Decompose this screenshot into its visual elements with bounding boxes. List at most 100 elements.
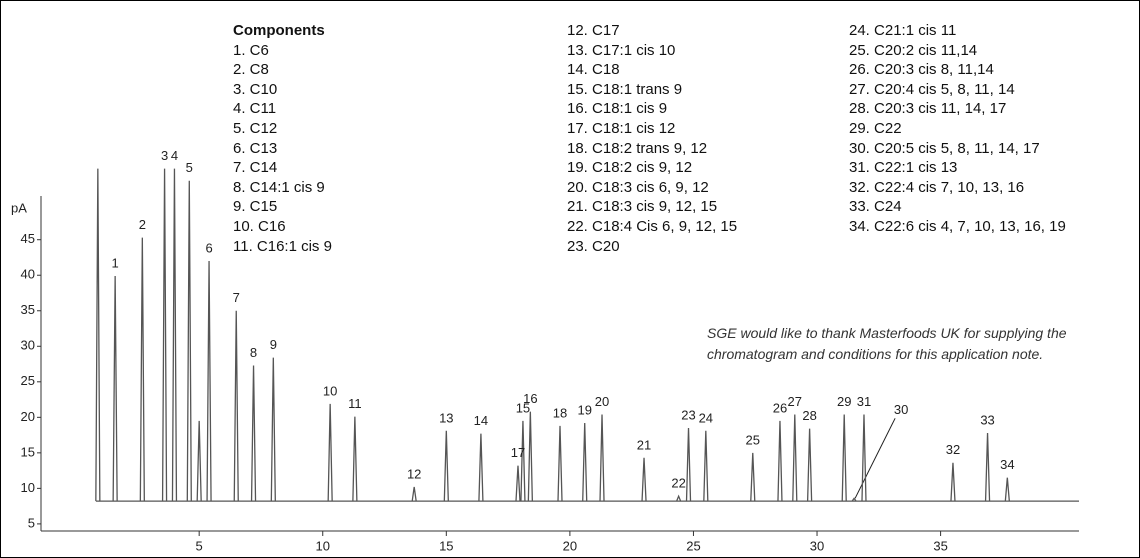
- peak-label: 12: [407, 466, 421, 481]
- component: 23. C20: [567, 237, 620, 255]
- peak: [443, 430, 449, 502]
- component: 32. C22:4 cis 7, 10, 13, 16: [849, 178, 1025, 196]
- peak-label: 19: [577, 402, 591, 417]
- component: 12. C17: [567, 22, 620, 39]
- component: 6. C13: [233, 139, 278, 157]
- peak: [139, 237, 145, 502]
- component: 15. C18:1 trans 9: [567, 80, 683, 98]
- peak: [792, 414, 798, 502]
- component: 22. C18:4 Cis 6, 9, 12, 15: [567, 217, 738, 235]
- y-tick-label: 5: [28, 515, 35, 530]
- peak-label: 14: [474, 413, 488, 428]
- component: 28. C20:3 cis 11, 14, 17: [849, 100, 1007, 118]
- peak-label: 4: [171, 148, 178, 163]
- component: 25. C20:2 cis 11,14: [849, 41, 978, 59]
- peak-label: 11: [348, 396, 362, 411]
- y-tick-label: 10: [21, 480, 35, 495]
- component: 26. C20:3 cis 8, 11,14: [849, 61, 994, 79]
- peak: [599, 414, 605, 502]
- peak-label: 30: [894, 402, 908, 417]
- peak: [411, 486, 417, 502]
- y-tick-label: 30: [21, 338, 35, 353]
- x-tick-label: 20: [563, 538, 577, 553]
- component: 31. C22:1 cis 13: [849, 159, 958, 177]
- component: 14. C18: [567, 61, 620, 79]
- x-tick-label: 5: [196, 538, 203, 553]
- peak: [161, 168, 168, 502]
- peak: [527, 411, 533, 502]
- component: 19. C18:2 cis 9, 12: [567, 159, 693, 177]
- leader-line: [854, 418, 896, 499]
- component: 21. C18:3 cis 9, 12, 15: [567, 198, 718, 216]
- peak: [1004, 477, 1010, 502]
- y-axis-label: pA: [11, 200, 27, 215]
- peak: [841, 414, 847, 502]
- component: 4. C11: [233, 100, 277, 118]
- peak: [196, 420, 202, 502]
- peak: [112, 275, 118, 502]
- peak-label: 9: [270, 337, 277, 352]
- peak-label: 33: [980, 412, 994, 427]
- component: 5. C12: [233, 119, 278, 137]
- components-column: Components 1. C6 2. C8 3. C10 4. C11 5. C12 6…: [233, 21, 332, 256]
- component: 30. C20:5 cis 5, 8, 11, 14, 17: [849, 139, 1040, 157]
- peak-label: 5: [186, 160, 193, 175]
- peak: [685, 427, 692, 502]
- peak-label: 7: [233, 290, 240, 305]
- component: 9. C15: [233, 198, 278, 216]
- peak-label: 31: [857, 394, 871, 409]
- peak: [478, 433, 484, 502]
- component: 16. C18:1 cis 9: [567, 100, 668, 118]
- component: 20. C18:3 cis 6, 9, 12: [567, 178, 709, 196]
- components-column: 24. C21:1 cis 11 25. C20:2 cis 11,14 26. C…: [849, 21, 1139, 237]
- peak: [327, 403, 333, 502]
- component: 7. C14: [233, 159, 278, 177]
- note: SGE would like to thank Masterfoods UK f…: [707, 325, 1067, 362]
- x-tick-label: 10: [316, 538, 330, 553]
- x-tick-label: 25: [686, 538, 700, 553]
- component: 11. C16:1 cis 9: [233, 237, 332, 255]
- peak-label: 20: [595, 394, 609, 409]
- component: 27. C20:4 cis 5, 8, 11, 14: [849, 80, 1015, 98]
- peak: [777, 420, 783, 502]
- component: 3. C10: [233, 80, 278, 98]
- peak-label: 8: [250, 345, 257, 360]
- peak: [950, 462, 956, 502]
- y-tick-label: 20: [21, 409, 35, 424]
- component: 29. C22: [849, 119, 902, 137]
- peak-label: 2: [139, 217, 146, 232]
- y-tick-label: 25: [21, 373, 35, 388]
- peak: [582, 422, 588, 502]
- x-tick-label: 35: [933, 538, 947, 553]
- peak-label: 1: [112, 255, 119, 270]
- peak-label: 10: [323, 383, 337, 398]
- peak: [250, 365, 257, 502]
- peak-label: 17: [511, 445, 525, 460]
- component: 1. C6: [233, 41, 269, 59]
- y-tick-label: 15: [21, 444, 35, 459]
- peak-label: 22: [671, 476, 685, 491]
- peak-label: 16: [523, 391, 537, 406]
- peak: [233, 310, 239, 502]
- peak-label: 25: [746, 432, 760, 447]
- peak-label: 32: [946, 442, 960, 457]
- peak-label: 6: [205, 240, 212, 255]
- peak-label: 34: [1000, 457, 1014, 472]
- peak-label: 15: [516, 400, 530, 415]
- peak: [171, 168, 178, 502]
- peak-label: 13: [439, 410, 453, 425]
- peak: [641, 457, 647, 502]
- y-tick-label: 35: [21, 302, 35, 317]
- peak: [750, 452, 756, 502]
- peak: [206, 261, 212, 502]
- component: 34. C22:6 cis 4, 7, 10, 13, 16, 19: [849, 217, 1066, 235]
- component: 10. C16: [233, 217, 286, 235]
- peak-label: 18: [553, 405, 567, 420]
- component: 13. C17:1 cis 10: [567, 41, 676, 59]
- peak: [352, 416, 358, 502]
- peak: [186, 180, 192, 502]
- peak: [984, 432, 991, 502]
- component: 24. C21:1 cis 11: [849, 22, 957, 39]
